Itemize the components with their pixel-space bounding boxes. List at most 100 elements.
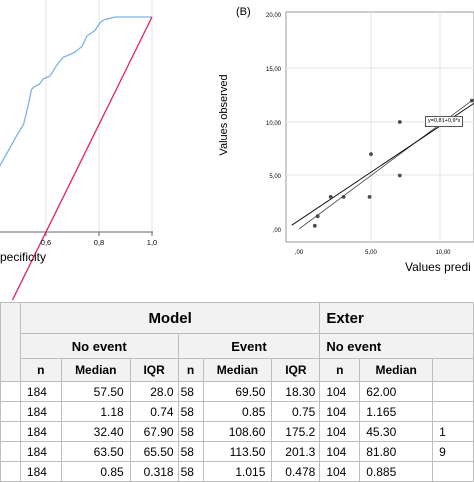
row-label-cell — [0, 421, 21, 442]
stat-header: n — [177, 358, 204, 382]
roc-grid — [45, 0, 153, 232]
table-cell: 0.85 — [60, 461, 131, 482]
stat-header: n — [19, 358, 62, 382]
stat-header: IQR — [271, 358, 321, 382]
scatter-x-tick-label: 10,00 — [435, 250, 451, 256]
table-cell: 57.50 — [60, 381, 131, 402]
scatter-y-tick-label: ,00 — [273, 228, 282, 234]
table-row: 184 63.50 65.50 58 113.50 201.3 104 81.8… — [0, 441, 474, 462]
roc-chart: 0,6 0,8 1,0 — [0, 0, 157, 300]
table-cell: 32.40 — [60, 421, 131, 442]
table-cell-cropped — [432, 381, 474, 402]
scatter-point — [397, 173, 402, 178]
scatter-y-axis-title: Values observed — [218, 74, 230, 156]
table-row: 184 0.85 0.318 58 1.015 0.478 104 0.885 — [0, 461, 474, 482]
scatter-point — [312, 223, 317, 228]
roc-x-axis-title: pecificity — [0, 250, 47, 264]
scatter-point — [397, 120, 402, 124]
table-cell: 58 — [177, 421, 204, 442]
table-row: 184 32.40 67.90 58 108.60 175.2 104 45.3… — [0, 421, 474, 442]
table-cell: 1.18 — [60, 401, 131, 422]
scatter-y-tick-label: 10,00 — [266, 121, 282, 127]
results-table: Model Exter No event Event No event n Me… — [0, 302, 474, 482]
table-cell: 28.0 — [129, 381, 179, 402]
roc-x-tick-label: 1,0 — [147, 238, 157, 247]
table-cell: 58 — [177, 441, 204, 462]
table-cell: 108.60 — [202, 421, 273, 442]
table-cell: 69.50 — [202, 381, 273, 402]
scatter-x-axis-title: Values predi — [405, 260, 471, 274]
table-cell: 0.885 — [359, 461, 434, 482]
table-cell: 81.80 — [359, 441, 434, 462]
roc-reference-diagonal — [11, 16, 153, 300]
scatter-points — [312, 98, 474, 228]
table-cell: 62.00 — [359, 381, 434, 402]
table-row: 184 1.18 0.74 58 0.85 0.75 104 1.165 — [0, 401, 474, 422]
table-cell: 104 — [319, 441, 361, 462]
row-label-cell — [0, 381, 21, 402]
scatter-point — [367, 195, 372, 199]
stat-header: Median — [202, 358, 273, 382]
table-cell: 18.30 — [271, 381, 321, 402]
group-header-external: Exter — [319, 302, 474, 334]
scatter-ticks: 20,00 15,00 10,00 5,00 ,00 ,00 5,00 10,0… — [266, 13, 451, 256]
table-group-header-row: Model Exter — [0, 302, 474, 382]
scatter-plot-frame — [285, 11, 474, 243]
roc-sensitivity-curve — [0, 16, 152, 167]
scatter-point — [315, 214, 320, 219]
table-stat-header-row: n Median IQR n Median IQR n Median — [1, 358, 474, 382]
scatter-chart: 20,00 15,00 10,00 5,00 ,00 ,00 5,00 10,0… — [266, 11, 474, 256]
stat-header: n — [319, 358, 361, 382]
scatter-y-tick-label: 15,00 — [266, 67, 282, 73]
table-cell: 58 — [177, 401, 204, 422]
table-cell-cropped: 1 — [432, 421, 474, 442]
table-cell: 58 — [177, 381, 204, 402]
subgroup-header-no-event: No event — [19, 333, 179, 359]
scatter-point — [369, 152, 373, 157]
table-cell: 1.165 — [359, 401, 434, 422]
table-cell: 104 — [319, 381, 361, 402]
table-cell: 0.75 — [271, 401, 321, 422]
table-cell: 184 — [19, 381, 62, 402]
table-cell: 184 — [19, 421, 62, 442]
table-cell: 63.50 — [60, 441, 131, 462]
subgroup-header-ext-no-event: No event — [319, 333, 474, 359]
row-label-cell — [0, 461, 21, 482]
table-cell: 0.478 — [271, 461, 321, 482]
scatter-point — [469, 98, 474, 103]
table-cell: 175.2 — [271, 421, 321, 442]
table-cell: 184 — [19, 401, 62, 422]
table-subgroup-header-row: No event Event No event — [1, 333, 474, 359]
table-cell: 104 — [319, 401, 361, 422]
table-row: 184 57.50 28.0 58 69.50 18.30 104 62.00 — [0, 381, 474, 402]
table-cell: 45.30 — [359, 421, 434, 442]
table-cell: 1.015 — [202, 461, 273, 482]
stat-header: Median — [359, 358, 434, 382]
table-cell-cropped — [432, 401, 474, 422]
scatter-y-tick-label: 5,00 — [269, 174, 281, 180]
scatter-grid — [286, 12, 474, 242]
table-corner-cell — [0, 302, 21, 382]
table-cell: 184 — [19, 461, 62, 482]
row-label-cell — [0, 401, 21, 422]
table-cell-cropped — [432, 461, 474, 482]
scatter-x-tick-label: ,00 — [295, 250, 304, 256]
scatter-y-tick-label: 20,00 — [266, 13, 282, 19]
table-cell: 201.3 — [271, 441, 321, 462]
table-cell: 65.50 — [129, 441, 179, 462]
subgroup-header-event: Event — [177, 333, 321, 359]
row-label-cell — [0, 441, 21, 462]
table-cell-cropped: 9 — [432, 441, 474, 462]
table-cell: 184 — [19, 441, 62, 462]
table-cell: 104 — [319, 461, 361, 482]
stat-header: Median — [60, 358, 131, 382]
stat-header: IQR — [129, 358, 179, 382]
table-cell: 113.50 — [202, 441, 273, 462]
table-cell: 104 — [319, 421, 361, 442]
roc-x-tick-label: 0,6 — [41, 238, 51, 247]
fit-equation-label: y=0,81+0,9*x — [425, 116, 464, 127]
scatter-point — [328, 195, 333, 199]
panel-label-b: (B) — [236, 6, 251, 18]
table-cell: 58 — [177, 461, 204, 482]
table-cell: 0.74 — [129, 401, 179, 422]
